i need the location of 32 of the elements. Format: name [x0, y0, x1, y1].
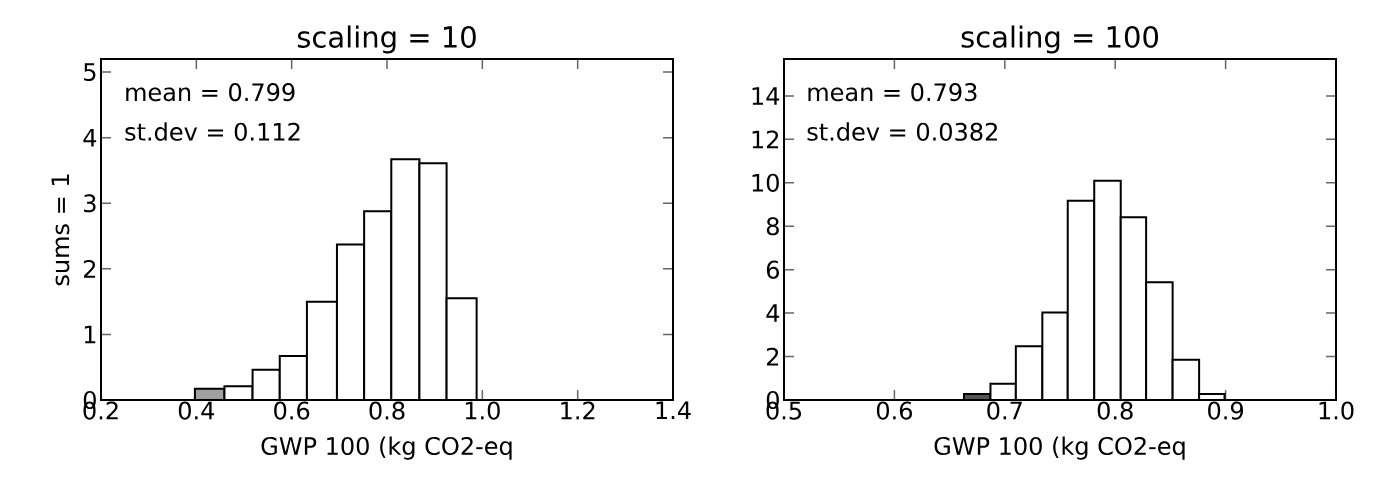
x-tick-label: 1.0	[1319, 401, 1354, 420]
y-tick-label: 2	[83, 259, 96, 278]
y-tick-label: 14	[752, 87, 780, 105]
y-tick-label: 8	[766, 217, 779, 236]
x-tick-label: 0.8	[369, 401, 405, 420]
chart-title: scaling = 100	[961, 25, 1158, 54]
annotation: st.dev = 0.0382	[807, 122, 997, 141]
y-tick-label: 2	[766, 347, 779, 366]
x-tick-label: 1.0	[465, 401, 500, 420]
x-tick-label: 0.4	[178, 401, 215, 420]
annotation: mean = 0.793	[808, 83, 977, 102]
y-tick-label: 12	[752, 130, 779, 149]
y-tick-label: 4	[766, 304, 780, 322]
x-tick-label: 0.6	[274, 401, 310, 420]
y-tick-label: 4	[83, 128, 97, 147]
y-tick-label: 6	[766, 260, 779, 279]
annotation: mean = 0.799	[126, 83, 295, 102]
x-tick-label: 1.2	[561, 401, 595, 420]
annotation: st.dev = 0.112	[125, 122, 300, 141]
chart-title: scaling = 10	[297, 25, 476, 54]
x-tick-label: 0.6	[876, 401, 912, 420]
y-tick-label: 5	[84, 63, 96, 82]
x-tick-label: 0.7	[987, 401, 1022, 420]
x-tick-label: 1.4	[656, 401, 691, 420]
x-tick-label: 0.9	[1208, 401, 1243, 420]
y-tick-label: 1	[84, 325, 96, 344]
y-axis-title: sums = 1	[51, 174, 70, 286]
y-tick-label: 3	[84, 194, 96, 213]
x-axis-title: GWP 100 (kg CO2-eq	[261, 436, 512, 460]
x-axis-title: GWP 100 (kg CO2-eq	[934, 436, 1185, 460]
x-tick-label: 0.8	[1097, 401, 1133, 420]
y-tick-label: 10	[752, 173, 779, 192]
